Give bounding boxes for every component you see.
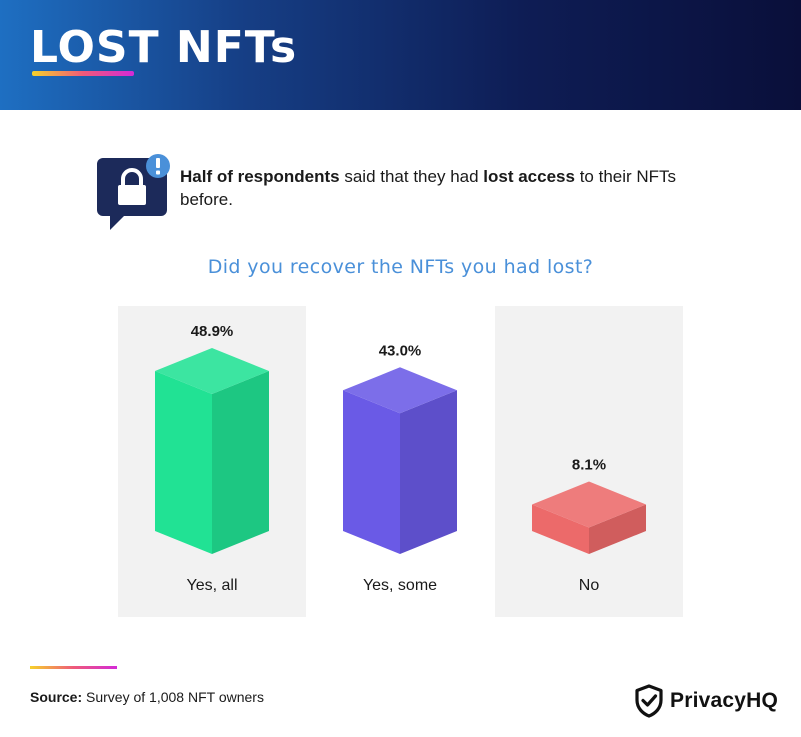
- bar-top-face: [532, 481, 646, 528]
- brand-name: PrivacyHQ: [670, 689, 779, 712]
- bar-category-label: Yes, some: [363, 577, 437, 594]
- bar-chart: 48.9% Yes, all 43.0% Yes, some 8.1% No: [118, 306, 683, 617]
- source-note: Source: Survey of 1,008 NFT owners: [30, 689, 264, 705]
- bar-right-face: [589, 504, 646, 554]
- bar-value-label: 8.1%: [572, 456, 606, 473]
- callout-text-1: said that they had: [339, 167, 484, 186]
- source-label: Source:: [30, 689, 83, 705]
- bar-category-label: No: [579, 577, 600, 594]
- bar-right-face: [212, 371, 269, 554]
- shield-check-icon: [635, 684, 663, 718]
- title-underline: [32, 71, 134, 76]
- bar-top-face: [343, 367, 457, 414]
- bar-right-face: [400, 390, 457, 554]
- bar-top-face: [155, 348, 269, 394]
- header-banner: LOST NFTs: [0, 0, 801, 110]
- bar-value-label: 43.0%: [379, 342, 422, 359]
- callout-text-2: to their NFTs before.: [180, 167, 677, 209]
- bar-value-label: 48.9%: [191, 323, 234, 340]
- page-title: LOST NFTs: [30, 22, 298, 73]
- callout-bold-2: lost access: [483, 167, 575, 186]
- bar-left-face: [532, 504, 589, 554]
- footer-accent-line: [30, 666, 117, 669]
- bar-left-face: [155, 371, 212, 554]
- source-text: Survey of 1,008 NFT owners: [82, 689, 264, 705]
- chart-panel: [495, 306, 683, 617]
- brand-logo: PrivacyHQ: [634, 684, 778, 718]
- chart-question: Did you recover the NFTs you had lost?: [207, 256, 594, 278]
- callout-text: Half of respondents said that they had l…: [180, 165, 720, 211]
- bar-category-label: Yes, all: [187, 577, 238, 594]
- callout-bold-1: Half of respondents: [180, 167, 340, 186]
- bar-left-face: [343, 390, 400, 554]
- lock-alert-icon: [96, 152, 172, 234]
